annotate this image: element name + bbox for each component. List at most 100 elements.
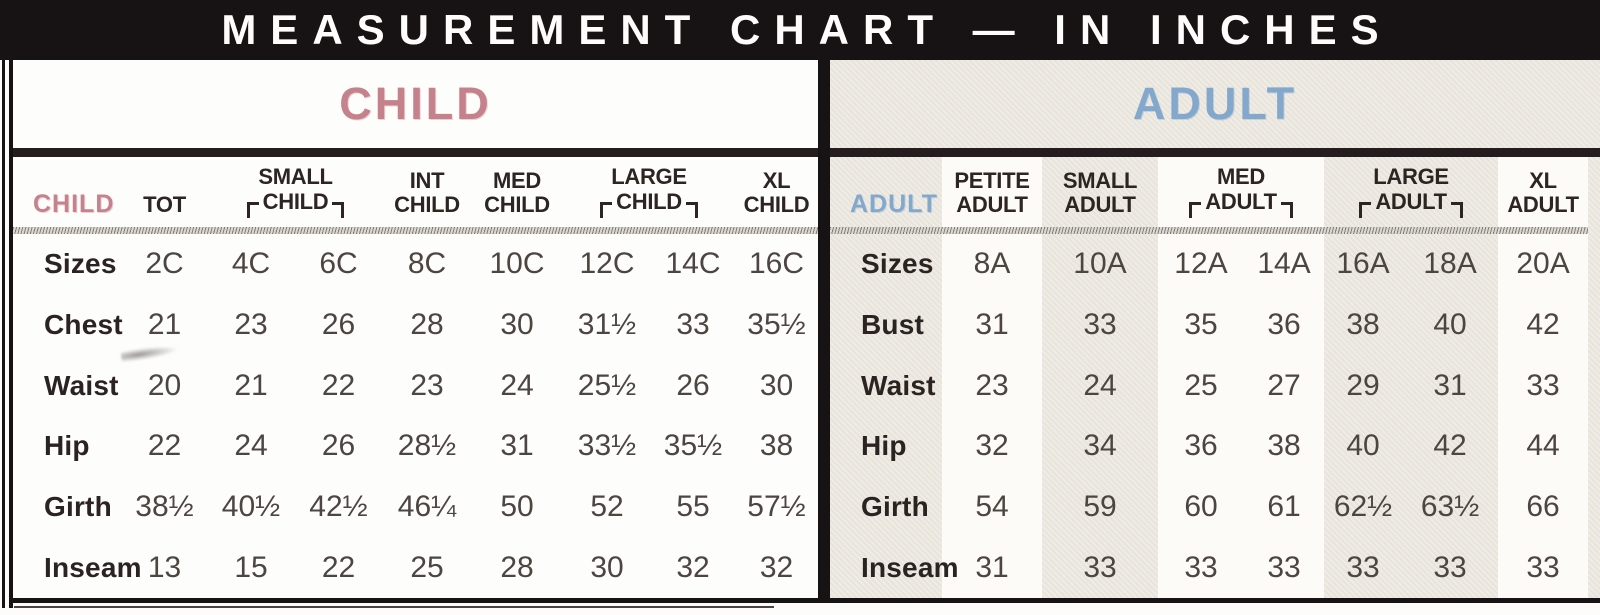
row-label: Bust xyxy=(861,308,925,340)
value-cell: 36 xyxy=(1184,429,1218,463)
value-cell: 35½ xyxy=(747,307,806,341)
row-label: Hip xyxy=(44,430,90,462)
page-title: MEASUREMENT CHART — IN INCHES xyxy=(221,6,1393,53)
value-cell: 24 xyxy=(500,368,534,402)
value-cell: 35 xyxy=(1184,307,1218,341)
bracket-right-icon xyxy=(1280,202,1293,218)
title-banner: MEASUREMENT CHART — IN INCHES xyxy=(0,0,1600,60)
child-panel: CHILD CHILD TOT SMALL CHILD xyxy=(13,60,818,598)
value-cell: 31½ xyxy=(577,307,637,341)
col-header: CHILD xyxy=(13,157,121,227)
table-row: Bust 31 33 35 36 38 40 42 xyxy=(830,295,1588,356)
row-label: Hip xyxy=(861,430,907,462)
col-header: INT CHILD xyxy=(394,167,460,218)
value-cell: 24 xyxy=(1083,368,1117,402)
value-cell: 59 xyxy=(1083,489,1117,523)
value-cell: 25 xyxy=(1184,368,1218,402)
col-header: XL ADULT xyxy=(1507,167,1579,218)
scan-edge-line xyxy=(9,58,13,608)
table-row: Waist 20 21 22 23 24 25½ 26 30 xyxy=(13,355,818,416)
hatch-divider xyxy=(830,227,1589,234)
value-cell: 27 xyxy=(1267,368,1301,402)
value-cell: 22 xyxy=(147,429,182,463)
table-row: Girth 38½ 40½ 42½ 46¼ 50 52 55 57½ xyxy=(13,477,818,538)
value-cell: 36 xyxy=(1267,307,1301,341)
value-cell: 33 xyxy=(1083,550,1117,584)
value-cell: 33 xyxy=(1267,550,1301,584)
value-cell: 40 xyxy=(1346,429,1380,463)
table-row: Inseam 31 33 33 33 33 33 33 xyxy=(830,537,1588,598)
col-header: LARGE ADULT xyxy=(1324,157,1498,227)
value-cell: 33 xyxy=(1433,550,1467,584)
child-header-row: CHILD TOT SMALL CHILD INT CHILD MED xyxy=(13,157,818,227)
value-cell: 23 xyxy=(975,368,1009,402)
value-cell: 42 xyxy=(1433,429,1467,463)
adult-header-row: ADULT PETITE ADULT SMALL ADULT MED ADULT xyxy=(830,157,1588,227)
value-cell: 66 xyxy=(1526,489,1560,523)
value-cell: 42 xyxy=(1526,307,1560,341)
value-cell: 8C xyxy=(407,247,447,281)
value-cell: 31 xyxy=(500,429,534,463)
value-cell: 26 xyxy=(676,368,710,402)
adult-panel-title: ADULT xyxy=(1132,78,1298,129)
col-header: TOT xyxy=(143,192,186,218)
value-cell: 55 xyxy=(676,489,710,523)
value-cell: 21 xyxy=(147,307,182,341)
table-row: Chest 21 23 26 28 30 31½ 33 35½ xyxy=(13,295,818,356)
value-cell: 25½ xyxy=(577,368,637,402)
value-cell: 30 xyxy=(500,307,534,341)
value-cell: 30 xyxy=(590,550,624,584)
row-label: Girth xyxy=(44,490,112,522)
col-header: ADULT xyxy=(830,157,942,227)
value-cell: 26 xyxy=(321,307,356,341)
table-row: Sizes 8A 10A 12A 14A 16A 18A 20A xyxy=(830,234,1588,295)
value-cell: 15 xyxy=(234,550,268,584)
value-cell: 20A xyxy=(1516,247,1570,281)
value-cell: 13 xyxy=(147,550,182,584)
value-cell: 44 xyxy=(1526,429,1560,463)
value-cell: 12A xyxy=(1174,247,1228,281)
value-cell: 35½ xyxy=(663,429,723,463)
col-header: MED ADULT xyxy=(1158,157,1324,227)
value-cell: 26 xyxy=(321,429,356,463)
value-cell: 24 xyxy=(234,429,268,463)
value-cell: 33 xyxy=(1083,307,1117,341)
value-cell: 32 xyxy=(759,550,794,584)
adult-panel-title-band: ADULT xyxy=(830,60,1600,148)
bracket-left-icon xyxy=(1189,202,1202,218)
value-cell: 31 xyxy=(975,550,1009,584)
value-cell: 25 xyxy=(410,550,444,584)
horizontal-rule xyxy=(830,148,1600,157)
row-label: Waist xyxy=(44,369,119,401)
child-size-table: CHILD TOT SMALL CHILD INT CHILD MED xyxy=(13,157,818,598)
value-cell: 32 xyxy=(975,429,1009,463)
table-row: Hip 32 34 36 38 40 42 44 xyxy=(830,416,1588,477)
adult-size-table: ADULT PETITE ADULT SMALL ADULT MED ADULT xyxy=(830,157,1589,598)
child-panel-title: CHILD xyxy=(339,78,492,129)
value-cell: 40½ xyxy=(221,489,281,523)
child-corner-label: CHILD xyxy=(33,190,115,218)
value-cell: 46¼ xyxy=(397,489,457,523)
value-cell: 20 xyxy=(147,368,182,402)
row-label: Sizes xyxy=(861,248,934,280)
value-cell: 4C xyxy=(231,247,271,281)
col-header: MED CHILD xyxy=(484,167,550,218)
col-header: SMALL ADULT xyxy=(1062,167,1138,218)
adult-corner-label: ADULT xyxy=(850,190,938,218)
row-label: Girth xyxy=(861,490,929,522)
value-cell: 62½ xyxy=(1333,489,1393,523)
value-cell: 2C xyxy=(145,247,184,281)
table-row: Girth 54 59 60 61 62½ 63½ 66 xyxy=(830,477,1588,538)
bottom-border xyxy=(10,598,1600,603)
value-cell: 40 xyxy=(1433,307,1467,341)
child-panel-title-band: CHILD xyxy=(13,60,818,148)
value-cell: 14C xyxy=(665,247,721,281)
value-cell: 57½ xyxy=(747,489,806,523)
bracket-left-icon xyxy=(600,202,613,218)
bottom-border xyxy=(14,606,774,608)
horizontal-rule xyxy=(13,148,818,157)
table-row: Sizes 2C 4C 6C 8C 10C 12C 14C 16C xyxy=(13,234,818,295)
adult-panel: ADULT ADULT PETITE ADULT xyxy=(830,60,1600,598)
value-cell: 42½ xyxy=(309,489,368,523)
value-cell: 10C xyxy=(489,247,545,281)
